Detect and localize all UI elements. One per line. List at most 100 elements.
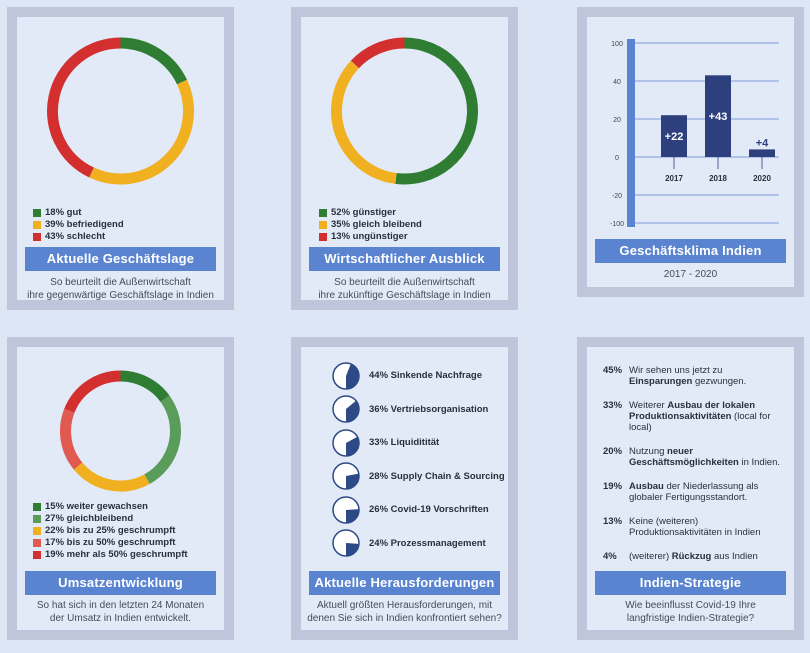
strategy-item: 33% Weiterer Ausbau der lokalen Produktio… [603, 400, 786, 433]
pie-icon [332, 362, 360, 390]
swatch-yellow [33, 527, 41, 535]
legend-umsatz: 15% weiter gewachsen 27% gleichbleibend … [33, 501, 188, 561]
caption-line: So beurteilt die Außenwirtschaft [334, 277, 475, 288]
pie-icon [332, 529, 360, 557]
caption-line: Wie beeinflusst Covid-19 Ihre [625, 600, 756, 611]
pie-icon-wedge [346, 400, 359, 423]
legend-label: 19% mehr als 50% geschrumpft [45, 549, 188, 560]
card-title: Wirtschaftlicher Ausblick [309, 247, 500, 271]
legend-item-befriedigend: 39% befriedigend [33, 219, 124, 231]
caption-line: ihre zukünftige Geschäftslage in Indien [318, 290, 491, 301]
donut-slice-ung-nstiger [350, 37, 405, 69]
strategy-text-pre: (weiterer) [629, 551, 672, 562]
strategy-text-bold: Rückzug [671, 551, 712, 562]
donut-ausblick [331, 37, 478, 185]
strategy-text-bold: Ausbau [629, 481, 664, 492]
challenges-list: 44% Sinkende Nachfrage 36% Vertriebsorgan… [331, 359, 505, 560]
card-caption: So hat sich in den letzten 24 Monaten de… [17, 599, 224, 625]
card-title: Geschäftsklima Indien [595, 239, 786, 263]
card-strategie: 45% Wir sehen uns jetzt zu Einsparungen g… [577, 337, 804, 640]
swatch-green-light [33, 515, 41, 523]
strategy-percent: 45% [603, 365, 623, 376]
challenge-item: 28% Supply Chain & Sourcing [331, 460, 505, 494]
challenge-item: 36% Vertriebsorganisation [331, 393, 505, 427]
pie-icon-wedge [346, 543, 359, 557]
donut-slice-g-nstiger [395, 37, 478, 185]
legend-item-mehr50: 19% mehr als 50% geschrumpft [33, 549, 188, 561]
strategy-text-bold: Ausbau der lokalen Produktionsaktivitäte… [629, 400, 756, 422]
legend-label: 18% gut [45, 207, 82, 218]
card-panel: 18% gut 39% befriedigend 43% schlecht Ak… [17, 17, 224, 302]
strategy-text: Ausbau der Niederlassung als globaler Fe… [629, 481, 786, 503]
bar-2018 [705, 75, 731, 157]
donut-slice-mehr-als-50-geschrumpft [64, 370, 121, 413]
challenge-label: 24% Prozessmanagement [369, 537, 486, 549]
strategy-item: 45% Wir sehen uns jetzt zu Einsparungen g… [603, 365, 786, 387]
strategy-text: Keine (weiteren) Produktionsaktivitäten … [629, 516, 786, 538]
pie-icon-wedge [346, 436, 359, 456]
card-panel: 15% weiter gewachsen 27% gleichbleibend … [17, 347, 224, 630]
strategy-percent: 33% [603, 400, 623, 411]
card-title: Aktuelle Geschäftslage [25, 247, 216, 271]
pie-icon [332, 395, 360, 423]
card-umsatz: 15% weiter gewachsen 27% gleichbleibend … [7, 337, 234, 640]
pie-icon-wedge [346, 363, 359, 389]
card-caption: Aktuell größten Herausforderungen, mit d… [301, 599, 508, 625]
bar-chart-geschaeftsklima: 100 40 20 0 -20 -100 +22 2017 +43 2018 +4 2020 [610, 39, 779, 228]
legend-item-schlecht: 43% schlecht [33, 231, 124, 243]
strategy-text: Wir sehen uns jetzt zu Einsparungen gezw… [629, 365, 786, 387]
legend-geschaeftslage: 18% gut 39% befriedigend 43% schlecht [33, 207, 124, 243]
challenge-item: 24% Prozessmanagement [331, 527, 505, 561]
legend-label: 39% befriedigend [45, 219, 124, 230]
legend-label: 35% gleich bleibend [331, 219, 422, 230]
caption-line: ihre gegenwärtige Geschäftslage in Indie… [27, 290, 214, 301]
card-caption: So beurteilt die Außenwirtschaft ihre zu… [301, 276, 508, 302]
donut-slice-bis-zu-25-geschrumpft [73, 462, 150, 492]
legend-item-gewachsen: 15% weiter gewachsen [33, 501, 188, 513]
card-panel: 100 40 20 0 -20 -100 +22 2017 +43 2018 +4 2020 Gesc… [587, 17, 794, 287]
card-caption: Wie beeinflusst Covid-19 Ihre langfristi… [587, 599, 794, 625]
donut-slice-gleich-bleibend [331, 60, 397, 184]
x-tick-label: 2018 [709, 174, 727, 183]
legend-ausblick: 52% günstiger 35% gleich bleibend 13% un… [319, 207, 422, 243]
bar-data-label: +22 [665, 131, 684, 143]
strategy-text-pre: Keine (weiteren) Produktionsaktivitäten … [629, 516, 761, 538]
legend-label: 17% bis zu 50% geschrumpft [45, 537, 176, 548]
donut-slice-schlecht [47, 37, 121, 178]
strategy-text: Weiterer Ausbau der lokalen Produktionsa… [629, 400, 786, 433]
donut-segments [60, 370, 181, 492]
y-tick-label: 0 [615, 155, 619, 162]
caption-line: langfristige Indien-Strategie? [626, 613, 755, 624]
pie-icon [332, 462, 360, 490]
card-panel: 44% Sinkende Nachfrage 36% Vertriebsorgan… [301, 347, 508, 630]
donut-slice-gleichbleibend [144, 395, 181, 485]
pie-icon-wedge [346, 508, 359, 523]
swatch-yellow [33, 221, 41, 229]
card-caption: So beurteilt die Außenwirtschaft ihre ge… [17, 276, 224, 302]
legend-label: 27% gleichbleibend [45, 513, 134, 524]
challenge-label: 28% Supply Chain & Sourcing [369, 470, 505, 482]
strategy-text-pre: Weiterer [629, 400, 668, 411]
strategy-percent: 13% [603, 516, 623, 527]
x-tick-label: 2020 [753, 174, 771, 183]
legend-item-gut: 18% gut [33, 207, 124, 219]
caption-line: So beurteilt die Außenwirtschaft [50, 277, 191, 288]
x-tick-label: 2017 [665, 174, 683, 183]
legend-item-50: 17% bis zu 50% geschrumpft [33, 537, 188, 549]
pie-icon-wedge [346, 473, 359, 490]
strategy-percent: 4% [603, 551, 617, 562]
strategy-text-post: gezwungen. [692, 376, 747, 387]
pie-icon [332, 429, 360, 457]
strategy-text: (weiterer) Rückzug aus Indien [629, 551, 758, 562]
challenge-label: 36% Vertriebsorganisation [369, 403, 489, 415]
bar-data-label: +4 [756, 137, 769, 149]
donut-slice-bis-zu-50-geschrumpft [60, 408, 83, 470]
legend-item-unguenstiger: 13% ungünstiger [319, 231, 422, 243]
strategy-text-pre: Wir sehen uns jetzt zu [629, 365, 723, 376]
swatch-yellow [319, 221, 327, 229]
legend-item-25: 22% bis zu 25% geschrumpft [33, 525, 188, 537]
strategy-percent: 20% [603, 446, 623, 457]
card-herausforderungen: 44% Sinkende Nachfrage 36% Vertriebsorgan… [291, 337, 518, 640]
donut-segments [47, 37, 194, 185]
swatch-red [319, 233, 327, 241]
